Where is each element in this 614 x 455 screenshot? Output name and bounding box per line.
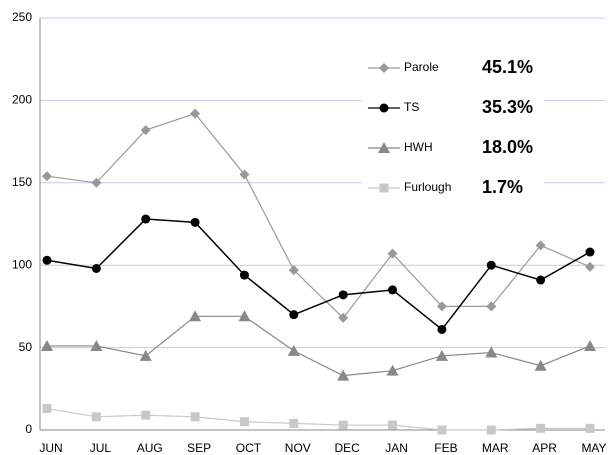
- legend-box: [362, 50, 480, 200]
- point: [379, 63, 389, 73]
- x-tick-label: AUG: [137, 441, 163, 455]
- x-tick-label: OCT: [236, 441, 262, 455]
- point: [486, 260, 496, 270]
- point: [386, 364, 399, 376]
- point: [379, 183, 389, 193]
- point: [387, 248, 398, 259]
- point: [42, 255, 52, 265]
- x-tick-label: MAR: [482, 441, 509, 455]
- point: [338, 290, 348, 300]
- point: [141, 214, 151, 224]
- point: [190, 217, 200, 227]
- x-tick-label: FEB: [434, 441, 457, 455]
- point: [41, 339, 53, 351]
- point: [190, 412, 200, 422]
- point: [288, 265, 299, 276]
- point: [337, 369, 350, 381]
- x-tick-label: SEP: [187, 441, 211, 455]
- series-line: [46, 407, 590, 431]
- point: [42, 171, 52, 182]
- point: [91, 412, 101, 422]
- point: [338, 420, 348, 430]
- y-tick-label: 0: [25, 422, 32, 436]
- point: [534, 359, 547, 371]
- point: [486, 301, 497, 312]
- point: [585, 423, 595, 433]
- legend-label: HWH: [404, 140, 433, 154]
- y-tick-label: 200: [12, 93, 32, 107]
- y-tick-label: 50: [19, 340, 33, 354]
- y-tick-label: 250: [12, 10, 32, 24]
- point: [388, 420, 398, 430]
- x-tick-label: NOV: [285, 441, 311, 455]
- x-tick-label: MAY: [581, 441, 606, 455]
- point: [436, 301, 447, 312]
- point: [536, 423, 546, 433]
- x-tick-label: JUL: [90, 441, 112, 455]
- point: [190, 108, 201, 119]
- point: [239, 270, 249, 280]
- legend-label: Furlough: [404, 180, 451, 194]
- point: [139, 349, 152, 361]
- point: [91, 263, 101, 273]
- point: [486, 425, 496, 435]
- point: [239, 169, 250, 180]
- annotation-bg: [480, 136, 544, 158]
- point: [289, 310, 299, 320]
- legend-label: Parole: [404, 60, 439, 74]
- point: [90, 339, 103, 351]
- point: [189, 310, 202, 322]
- point: [435, 349, 448, 361]
- annotation: 35.3%: [482, 97, 533, 117]
- point: [42, 404, 52, 414]
- x-tick-label: APR: [532, 441, 557, 455]
- point: [140, 125, 151, 136]
- point: [388, 285, 398, 295]
- y-tick-label: 150: [12, 175, 32, 189]
- annotation: 1.7%: [482, 177, 523, 197]
- point: [585, 247, 595, 257]
- point: [485, 346, 498, 358]
- point: [584, 339, 596, 351]
- annotation: 45.1%: [482, 57, 533, 77]
- point: [536, 275, 546, 285]
- series-line: [47, 315, 591, 377]
- point: [338, 312, 349, 323]
- point: [91, 177, 102, 188]
- series-line: [46, 112, 591, 319]
- point: [289, 418, 299, 428]
- series-line: [46, 218, 591, 331]
- point: [238, 310, 251, 322]
- point: [379, 103, 389, 113]
- point: [287, 344, 300, 356]
- point: [378, 142, 390, 153]
- point: [535, 240, 546, 251]
- annotation-bg: [480, 176, 544, 198]
- legend-label: TS: [404, 100, 419, 114]
- annotation: 18.0%: [482, 137, 533, 157]
- point: [585, 261, 595, 272]
- y-tick-label: 100: [12, 257, 32, 271]
- x-tick-label: JAN: [385, 441, 408, 455]
- x-tick-label: DEC: [335, 441, 361, 455]
- point: [437, 324, 447, 334]
- annotation-bg: [480, 56, 544, 78]
- annotation-bg: [480, 96, 544, 118]
- point: [239, 417, 249, 427]
- point: [437, 425, 447, 435]
- x-tick-label: JUN: [39, 441, 62, 455]
- point: [141, 410, 151, 420]
